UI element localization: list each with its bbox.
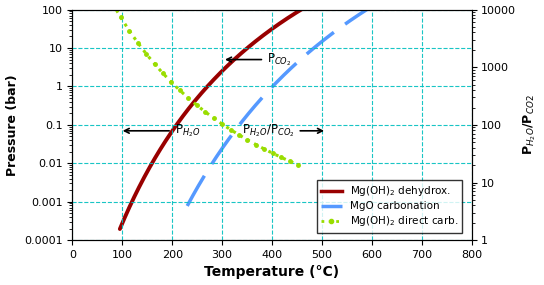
Text: P$_{H_2O}$/P$_{CO_2}$: P$_{H_2O}$/P$_{CO_2}$ bbox=[242, 123, 322, 139]
X-axis label: Temperature (°C): Temperature (°C) bbox=[205, 265, 339, 280]
Legend: Mg(OH)$_2$ dehydrox., MgO carbonation, Mg(OH)$_2$ direct carb.: Mg(OH)$_2$ dehydrox., MgO carbonation, M… bbox=[317, 180, 462, 233]
Y-axis label: Pressure (bar): Pressure (bar) bbox=[5, 74, 18, 176]
Y-axis label: P$_{H_2O}$/P$_{CO2}$: P$_{H_2O}$/P$_{CO2}$ bbox=[522, 95, 539, 155]
Text: P$_{CO_2}$: P$_{CO_2}$ bbox=[227, 51, 292, 68]
Text: P$_{H_2O}$: P$_{H_2O}$ bbox=[125, 123, 200, 139]
